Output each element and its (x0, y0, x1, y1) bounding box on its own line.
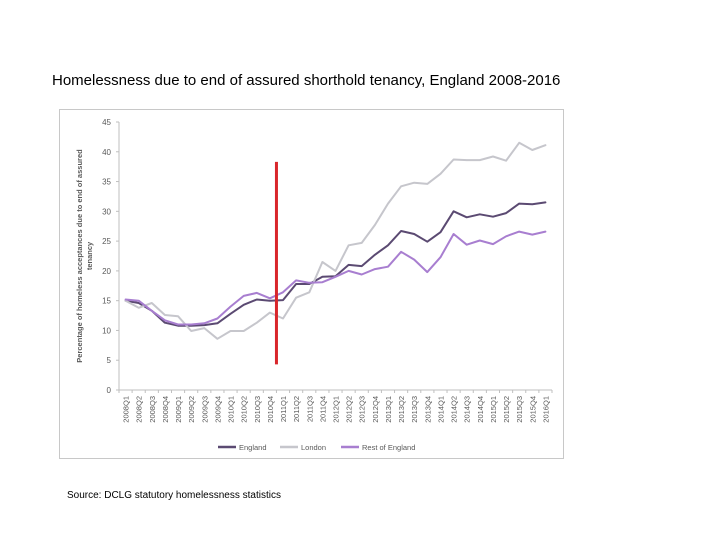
source-note: Source: DCLG statutory homelessness stat… (67, 490, 281, 501)
x-tick-label: 2011Q3 (305, 396, 314, 422)
chart-frame: 0 5 10 15 20 25 30 35 40 45 Percentage of homeless… (59, 109, 564, 459)
x-tick-label: 2014Q2 (450, 396, 459, 423)
x-tick-label: 2010Q1 (227, 396, 236, 423)
y-tick-label: 15 (102, 297, 111, 306)
x-tick-label: 2014Q1 (436, 396, 445, 423)
x-tick-label: 2010Q3 (253, 396, 262, 423)
slide-title: Homelessness due to end of assured short… (52, 72, 561, 89)
series-line-rest-of-england (124, 230, 547, 326)
x-tick-label: 2009Q3 (200, 396, 209, 423)
x-tick-label: 2013Q3 (410, 396, 419, 423)
y-tick-label: 0 (107, 386, 112, 395)
x-tick-label: 2012Q2 (345, 396, 354, 423)
legend-label-london: London (301, 443, 326, 452)
x-tick-label: 2010Q2 (240, 396, 249, 423)
line-chart: 0 5 10 15 20 25 30 35 40 45 Percentage of homeless… (75, 118, 553, 452)
y-tick-label: 10 (102, 326, 111, 335)
x-tick-label: 2010Q4 (266, 396, 275, 423)
y-tick-label: 45 (102, 118, 111, 127)
x-tick-label: 2015Q2 (502, 396, 511, 423)
series-line-london (124, 141, 547, 340)
x-tick-label: 2011Q1 (279, 396, 288, 422)
legend-label-england: England (239, 443, 267, 452)
x-tick-label: 2012Q1 (332, 396, 341, 423)
x-tick-label: 2015Q3 (515, 396, 524, 423)
x-tick-label: 2008Q4 (161, 396, 170, 423)
y-tick-label: 25 (102, 237, 111, 246)
y-tick-label: 35 (102, 178, 111, 187)
x-tick-label: 2009Q1 (174, 396, 183, 423)
x-tick-label: 2015Q1 (489, 396, 498, 423)
x-tick-label: 2013Q2 (397, 396, 406, 423)
series-line-england (124, 201, 547, 327)
x-tick-label: 2012Q4 (371, 396, 380, 423)
x-tick-label: 2008Q3 (148, 396, 157, 423)
y-tick-label: 40 (102, 148, 111, 157)
x-tick-label: 2008Q2 (135, 396, 144, 423)
x-tick-label: 2013Q4 (423, 396, 432, 423)
x-tick-label: 2009Q2 (187, 396, 196, 423)
x-tick-label: 2014Q3 (463, 396, 472, 423)
y-axis-title: Percentage of homeless acceptances due t… (75, 149, 94, 363)
x-tick-label: 2009Q4 (213, 396, 222, 423)
legend-label-rest-of-england: Rest of England (362, 443, 415, 452)
x-tick-label: 2015Q4 (528, 396, 537, 423)
x-tick-label: 2014Q4 (476, 396, 485, 423)
x-tick-label: 2011Q2 (292, 396, 301, 422)
x-tick-label: 2011Q4 (318, 396, 327, 422)
x-tick-label: 2013Q1 (384, 396, 393, 423)
y-tick-label: 5 (107, 356, 112, 365)
y-tick-label: 30 (102, 207, 111, 216)
x-tick-label: 2008Q1 (122, 396, 131, 423)
x-tick-label: 2016Q1 (541, 396, 550, 423)
y-tick-label: 20 (102, 267, 111, 276)
x-tick-label: 2012Q3 (358, 396, 367, 423)
